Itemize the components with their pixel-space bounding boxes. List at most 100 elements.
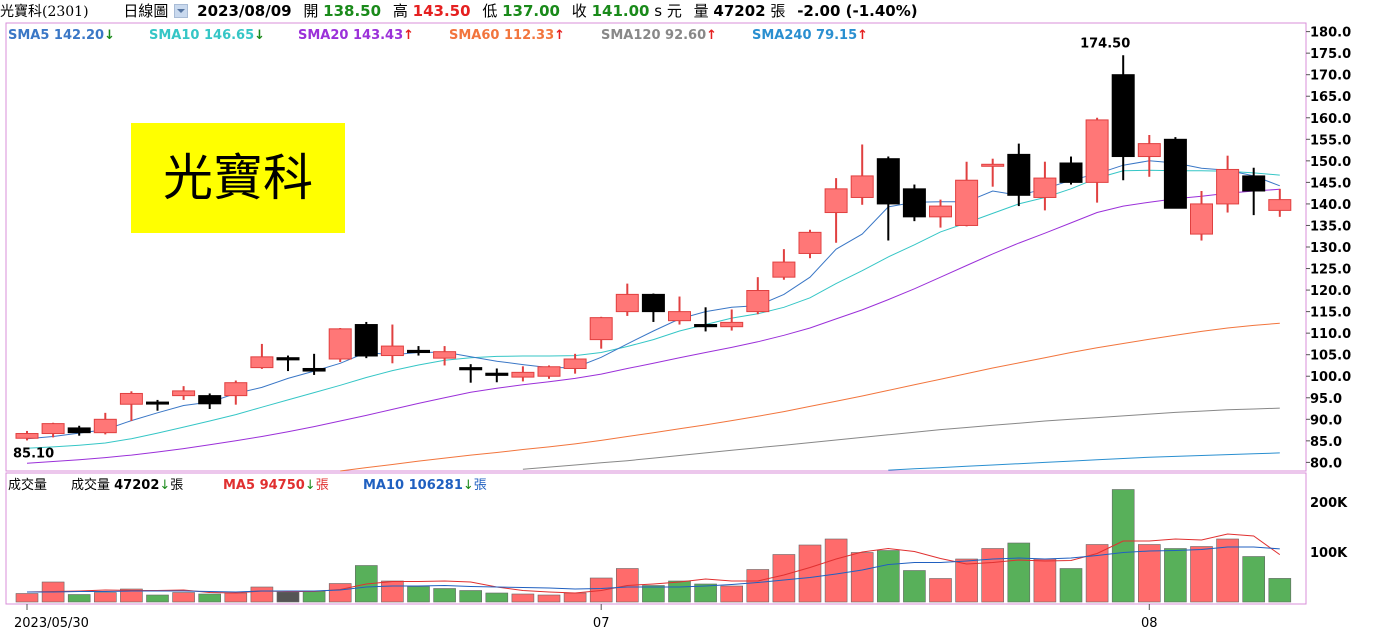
low-label: 低 [482,2,498,20]
high-label: 高 [392,2,408,20]
candle-body [67,427,91,434]
price-axis-tick-label: 105.0 [1310,349,1351,364]
candle-body [302,367,326,372]
candle-body [380,345,404,357]
sma240-line [888,452,1280,471]
candle-body [198,395,222,405]
volume-bar [1085,544,1109,603]
high-price-annotation: 174.50 [1080,36,1130,51]
volume-bar [1033,558,1057,603]
candle-body [589,317,613,341]
volume-bar [1242,556,1265,603]
candle-body [668,311,691,322]
candle-body [824,188,848,214]
volume-bar [1190,546,1213,603]
volume-bar [120,588,143,603]
candle-body [485,372,509,376]
volume-bar [850,552,874,603]
volume-bar [198,593,221,603]
candle-body [902,188,926,218]
candle-body [850,175,874,198]
price-axis-tick-label: 180.0 [1310,26,1351,41]
volume-bar [1164,548,1187,603]
price-axis-tick-label: 100.0 [1310,370,1351,385]
volume-bar [511,593,535,603]
legend-sma10: SMA10 146.65↓ [149,28,265,43]
volume-bar [563,592,587,603]
candle-body [146,401,169,405]
volume-bar [1111,489,1135,603]
volume-bar [1216,538,1239,603]
candle-body [15,433,39,439]
volume-bar [929,578,952,603]
candle-body [93,418,117,434]
price-axis-tick-label: 110.0 [1310,327,1351,342]
price-axis-tick-label: 155.0 [1310,133,1351,148]
volume-value: 47202 [713,2,766,20]
legend-volume: 成交量 47202↓張 [71,477,183,493]
volume-label: 量 [693,2,709,20]
price-axis-tick-label: 145.0 [1310,176,1351,191]
volume-bar [720,585,744,603]
volume-bar [668,580,691,603]
candle-body [746,290,770,313]
period-dropdown-button[interactable] [174,3,189,18]
candle-body [981,163,1005,167]
date-axis-tick-label: 07 [593,616,610,631]
volume-bar [433,588,456,603]
volume-bar [15,593,39,603]
candle-body [772,261,796,278]
price-axis-tick-label: 160.0 [1310,112,1351,127]
volume-panel-title: 成交量 [8,477,47,493]
stock-name-banner: 光寶科 [131,123,345,233]
volume-bar [642,585,665,603]
volume-bar [485,592,509,603]
price-axis-tick-label: 165.0 [1310,90,1351,105]
candle-body [798,231,822,254]
price-axis-tick-label: 130.0 [1310,241,1351,256]
candle-body [1085,119,1109,183]
volume-bar [1268,578,1292,603]
candle-body [1033,177,1057,198]
quote-date: 2023/08/09 [197,2,292,20]
volume-bar [694,583,717,603]
volume-unit: 張 [770,2,786,20]
candle-body [250,356,274,369]
price-axis-tick-label: 125.0 [1310,263,1351,278]
legend-sma120: SMA120 92.60↑ [601,28,717,43]
volume-bar [537,594,561,603]
volume-bar [302,590,326,603]
close-value: 141.00 [591,2,650,20]
volume-axis-tick-label: 200K [1310,496,1348,511]
price-axis-tick-label: 120.0 [1310,284,1351,299]
volume-bar [459,590,483,603]
candle-body [537,366,561,377]
volume-bar [407,586,430,603]
price-axis-tick-label: 150.0 [1310,155,1351,170]
price-axis-tick-label: 170.0 [1310,69,1351,84]
quote-header: 光寶科(2301) 日線圖 2023/08/09 開 138.50 高 143.… [0,0,1388,23]
price-axis-tick-label: 95.0 [1310,392,1342,407]
volume-ma10-line [27,546,1280,593]
candle-body [1268,199,1292,211]
candle-body [876,158,900,205]
candle-body [119,392,143,405]
date-axis-tick-label: 08 [1141,616,1158,631]
candle-body [276,357,300,361]
volume-bar [1007,542,1031,603]
candle-body [459,367,483,371]
candle-body [615,293,639,313]
volume-bar [903,570,926,603]
volume-panel-frame [5,472,1307,605]
candle-body [563,358,587,369]
volume-bar [1138,544,1161,603]
high-value: 143.50 [412,2,471,20]
stock-name: 光寶科(2301) [0,4,89,20]
volume-axis-tick-label: 100K [1310,546,1348,561]
candle-body [328,328,352,360]
candle-body [1163,138,1187,209]
volume-bar [276,591,300,603]
volume-bar [981,548,1005,603]
candle-body [1190,203,1213,235]
